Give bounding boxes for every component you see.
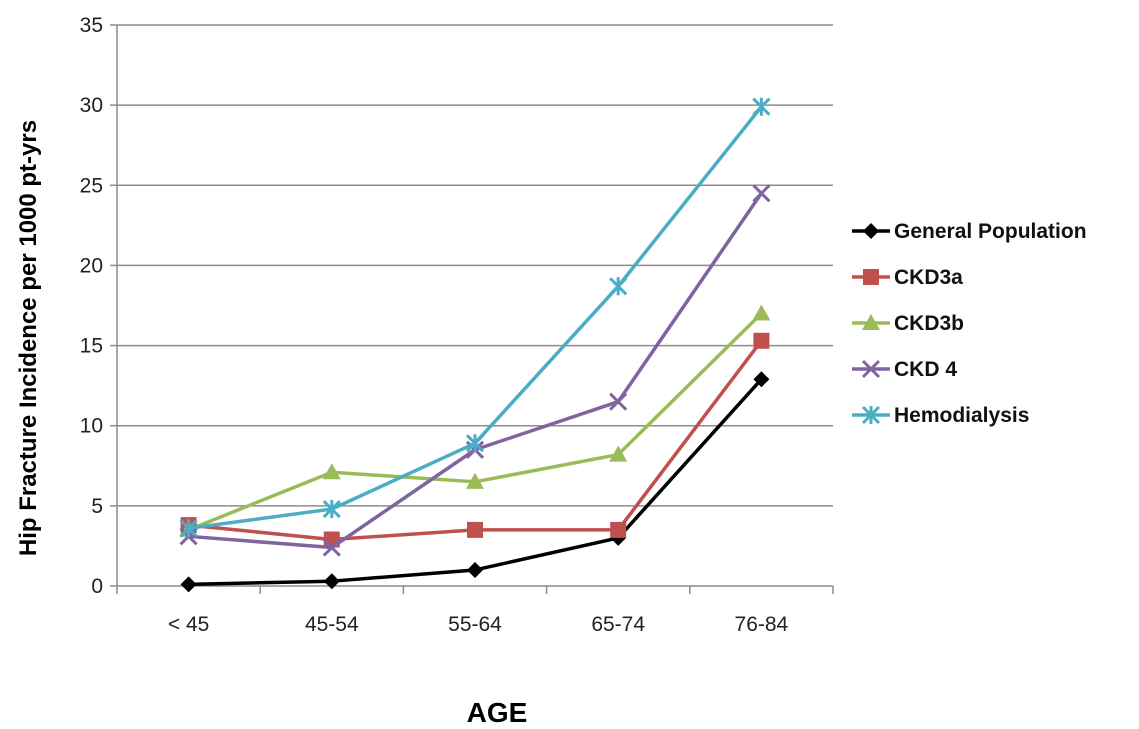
x-tick-label: 55-64 — [448, 613, 502, 636]
x-tick-label: 45-54 — [305, 613, 359, 636]
y-axis-ticks: 0 5 10 15 20 25 30 35 — [80, 14, 117, 598]
data-point — [610, 521, 627, 538]
data-point — [323, 573, 340, 590]
legend-label: CKD 4 — [894, 358, 957, 381]
legend-item: CKD3a — [852, 266, 963, 289]
data-point — [753, 332, 770, 349]
y-tick-label: 15 — [80, 335, 103, 358]
y-tick-label: 5 — [91, 495, 103, 518]
data-point — [863, 223, 879, 239]
data-point — [466, 472, 484, 489]
gridlines — [117, 24, 833, 507]
legend-label: General Population — [894, 220, 1087, 243]
legend-item: CKD3b — [852, 312, 964, 335]
legend-item: CKD 4 — [852, 358, 957, 381]
data-point — [609, 277, 628, 296]
data-point — [861, 359, 881, 379]
data-point — [467, 521, 483, 538]
data-point — [322, 463, 341, 480]
data-point — [863, 269, 879, 285]
data-point — [179, 519, 198, 538]
data-point — [752, 97, 771, 116]
legend: General Population CKD3a CKD3b CKD 4 Hemodia… — [852, 220, 1087, 427]
data-point — [322, 538, 341, 557]
data-point — [609, 445, 628, 462]
y-tick-label: 30 — [80, 94, 103, 117]
data-point — [753, 371, 770, 388]
x-tick-label: 76-84 — [735, 613, 789, 636]
series-group — [179, 97, 771, 593]
x-tick-label: < 45 — [168, 613, 209, 636]
data-point — [752, 304, 771, 321]
data-point — [752, 184, 771, 203]
legend-label: Hemodialysis — [894, 404, 1029, 427]
y-tick-label: 0 — [91, 575, 103, 598]
series-ckd-4 — [179, 184, 771, 557]
data-point — [861, 405, 881, 425]
data-point — [862, 314, 880, 330]
y-axis-title: Hip Fracture Incidence per 1000 pt-yrs — [15, 120, 42, 556]
y-tick-label: 10 — [80, 415, 103, 438]
data-point — [322, 500, 341, 519]
x-axis-ticks: < 45 45-54 55-64 65-74 76-84 — [116, 586, 834, 636]
x-axis-title: AGE — [467, 697, 528, 728]
axes — [116, 25, 833, 587]
data-point — [465, 434, 485, 453]
data-point — [467, 561, 483, 578]
data-point — [609, 392, 628, 411]
x-tick-label: 65-74 — [591, 613, 645, 636]
series-ckd3b — [179, 304, 771, 537]
series-hemodialysis — [179, 97, 771, 538]
y-tick-label: 25 — [80, 174, 103, 197]
data-point — [180, 576, 197, 593]
legend-label: CKD3a — [894, 266, 963, 289]
y-tick-label: 35 — [80, 14, 103, 37]
legend-item: General Population — [852, 220, 1087, 243]
y-tick-label: 20 — [80, 254, 103, 277]
legend-item: Hemodialysis — [852, 404, 1029, 427]
legend-label: CKD3b — [894, 312, 964, 335]
